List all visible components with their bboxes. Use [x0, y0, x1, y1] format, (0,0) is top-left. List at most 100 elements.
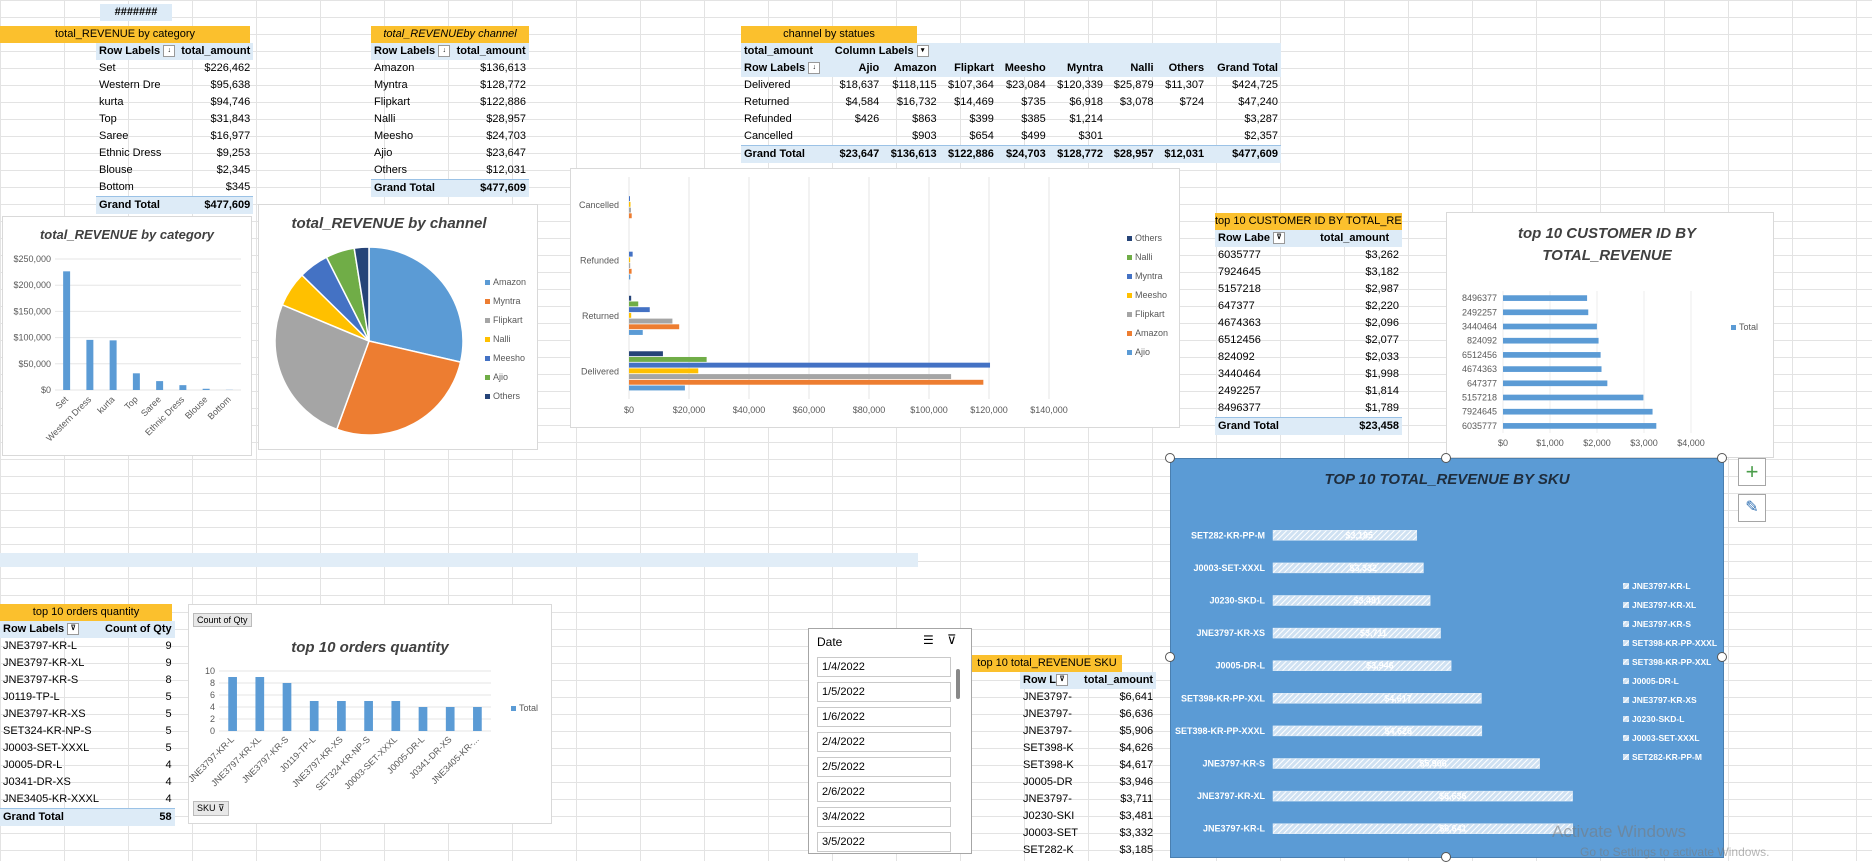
- resize-handle[interactable]: [1165, 453, 1175, 463]
- row-labels-header[interactable]: Row Labels ↓: [371, 43, 454, 60]
- slicer-item[interactable]: 3/4/2022: [817, 807, 951, 827]
- slicer-item[interactable]: 2/6/2022: [817, 782, 951, 802]
- legend-swatch: [1623, 735, 1629, 741]
- sort-icon[interactable]: ↓: [163, 45, 175, 57]
- sort-icon[interactable]: ↓: [438, 45, 450, 57]
- chart-styles-button[interactable]: ✎: [1738, 494, 1766, 522]
- table-row[interactable]: Myntra$128,772: [371, 77, 529, 94]
- table-row[interactable]: JNE3797-$6,641: [1020, 689, 1156, 706]
- table-row[interactable]: Cancelled$903$654$499$301$2,357: [741, 128, 1281, 146]
- row-labels-header[interactable]: Row Labels ↓: [96, 43, 178, 60]
- table-row[interactable]: SET398-K$4,617: [1020, 757, 1156, 774]
- cell-overflow[interactable]: #######: [100, 4, 172, 21]
- table-row[interactable]: Returned$4,584$16,732$14,469$735$6,918$3…: [741, 94, 1281, 111]
- resize-handle[interactable]: [1717, 652, 1727, 662]
- axis-field-button-sku[interactable]: SKU ⊽: [193, 801, 229, 816]
- table-row[interactable]: 4674363$2,096: [1215, 315, 1402, 332]
- table-row[interactable]: Bottom$345: [96, 179, 253, 197]
- status-by-channel-chart[interactable]: $0$20,000$40,000$60,000$80,000$100,000$1…: [570, 168, 1180, 428]
- table-row[interactable]: Top$31,843: [96, 111, 253, 128]
- table-row[interactable]: Ethnic Dress$9,253: [96, 145, 253, 162]
- slicer-item[interactable]: 3/5/2022: [817, 832, 951, 852]
- bar: [1273, 628, 1441, 638]
- table-row[interactable]: 8496377$1,789: [1215, 400, 1402, 418]
- table-row[interactable]: JNE3797-$6,636: [1020, 706, 1156, 723]
- resize-handle[interactable]: [1717, 453, 1727, 463]
- table-row[interactable]: JNE3797-$5,906: [1020, 723, 1156, 740]
- table-row[interactable]: Amazon$136,613: [371, 60, 529, 77]
- row-labels-header[interactable]: Row L⊽: [1020, 672, 1081, 689]
- table-row[interactable]: 824092$2,033: [1215, 349, 1402, 366]
- table-row[interactable]: JNE3797-$3,711: [1020, 791, 1156, 808]
- table-row[interactable]: SET398-K$4,626: [1020, 740, 1156, 757]
- table-row[interactable]: 6512456$2,077: [1215, 332, 1402, 349]
- table-row[interactable]: 5157218$2,987: [1215, 281, 1402, 298]
- column-labels-header[interactable]: Column Labels ▾: [832, 43, 1281, 60]
- slicer-item[interactable]: 1/4/2022: [817, 657, 951, 677]
- table-row[interactable]: Blouse$2,345: [96, 162, 253, 179]
- table-row[interactable]: Ajio$23,647: [371, 145, 529, 162]
- table-row[interactable]: 7924645$3,182: [1215, 264, 1402, 281]
- slicer-item[interactable]: 2/5/2022: [817, 757, 951, 777]
- table-row[interactable]: Western Dre$95,638: [96, 77, 253, 94]
- table-row[interactable]: J0230-SKI$3,481: [1020, 808, 1156, 825]
- y-tick-label: 6035777: [1462, 421, 1497, 431]
- filter-dropdown-icon[interactable]: ▾: [917, 45, 929, 57]
- row-labels-header[interactable]: Row Labe ⊽: [1215, 230, 1307, 247]
- table-row[interactable]: kurta$94,746: [96, 94, 253, 111]
- customer-revenue-chart[interactable]: top 10 CUSTOMER ID BY TOTAL_REVENUE $0$1…: [1446, 212, 1774, 458]
- status-pivot-table[interactable]: total_amount Column Labels ▾ Row Labels …: [741, 43, 1281, 163]
- table-row[interactable]: Nalli$28,957: [371, 111, 529, 128]
- row-labels-header[interactable]: Row Labels ↓: [741, 60, 832, 77]
- clear-filter-icon[interactable]: ⊽: [947, 632, 957, 648]
- table-row[interactable]: Delivered$18,637$118,115$107,364$23,084$…: [741, 77, 1281, 94]
- table-row[interactable]: Refunded$426$863$399$385$1,214$3,287: [741, 111, 1281, 128]
- filter-icon[interactable]: ⊽: [1056, 674, 1068, 686]
- slicer-item[interactable]: 1/5/2022: [817, 682, 951, 702]
- multi-select-icon[interactable]: ☰: [923, 633, 934, 647]
- table-row[interactable]: 3440464$1,998: [1215, 366, 1402, 383]
- table-row[interactable]: Others$12,031: [371, 162, 529, 180]
- sort-icon[interactable]: ↓: [808, 62, 820, 74]
- filter-icon[interactable]: ⊽: [67, 623, 79, 635]
- row-labels-header[interactable]: Row Labels ⊽: [0, 621, 102, 638]
- chart-elements-button[interactable]: +: [1738, 458, 1766, 486]
- table-row[interactable]: Meesho$24,703: [371, 128, 529, 145]
- table-row[interactable]: SET282-K$3,185: [1020, 842, 1156, 859]
- slicer-item[interactable]: 2/4/2022: [817, 732, 951, 752]
- table-row[interactable]: Saree$16,977: [96, 128, 253, 145]
- resize-handle[interactable]: [1441, 453, 1451, 463]
- filter-icon[interactable]: ⊽: [1273, 232, 1285, 244]
- table-row[interactable]: 2492257$1,814: [1215, 383, 1402, 400]
- slicer-item[interactable]: 1/6/2022: [817, 707, 951, 727]
- table-row[interactable]: 6035777$3,262: [1215, 247, 1402, 264]
- category-revenue-chart[interactable]: total_REVENUE by category $0$50,000$100,…: [2, 216, 252, 456]
- table-row[interactable]: J0005-DR$3,946: [1020, 774, 1156, 791]
- table-row[interactable]: J0003-SET$3,332: [1020, 825, 1156, 842]
- table-row[interactable]: Set$226,462: [96, 60, 253, 77]
- slicer-scrollbar[interactable]: [956, 669, 960, 699]
- legend-swatch: [485, 394, 490, 399]
- resize-handle[interactable]: [1165, 652, 1175, 662]
- table-row[interactable]: Flipkart$122,886: [371, 94, 529, 111]
- table-row[interactable]: 647377$2,220: [1215, 298, 1402, 315]
